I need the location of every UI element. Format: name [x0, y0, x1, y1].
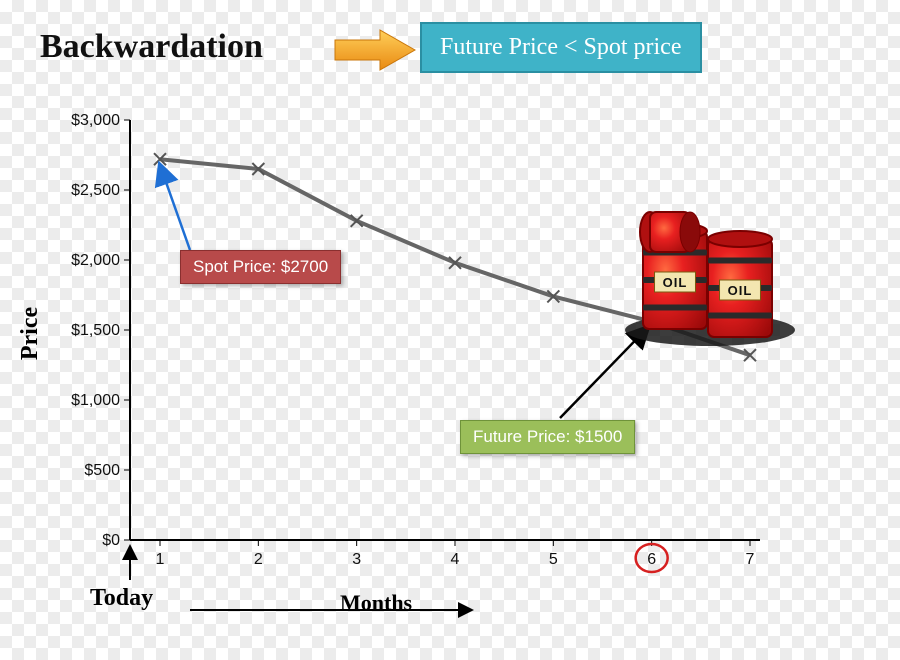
y-tick-label: $0 [102, 532, 120, 549]
oil-barrels-icon: OIL OIL [625, 212, 795, 346]
x-tick-label: 6 [647, 551, 656, 568]
backwardation-chart: $0 $500 $1,000 $1,500 $2,000 $2,500 $3,000 1 2 3 4… [60, 100, 800, 620]
y-tick-label: $2,000 [71, 252, 120, 269]
y-tick-label: $1,500 [71, 322, 120, 339]
spot-pointer-arrow [160, 165, 190, 250]
y-tick-label: $2,500 [71, 182, 120, 199]
header-arrow-icon [330, 26, 420, 74]
future-pointer-arrow [560, 328, 648, 418]
today-label: Today [90, 585, 153, 612]
x-tick-label: 7 [746, 551, 755, 568]
y-axis-label: Price [17, 307, 44, 360]
y-tick-label: $1,000 [71, 392, 120, 409]
x-tick-label: 4 [451, 551, 460, 568]
x-axis-label: Months [340, 590, 412, 616]
chart-canvas: $0 $500 $1,000 $1,500 $2,000 $2,500 $3,000 1 2 3 4… [60, 100, 800, 620]
y-tick-label: $3,000 [71, 112, 120, 129]
x-tick-label: 5 [549, 551, 558, 568]
svg-text:OIL: OIL [663, 275, 688, 290]
page-title: Backwardation [40, 28, 263, 66]
x-tick-label: 3 [352, 551, 361, 568]
x-tick-label: 1 [156, 551, 165, 568]
future-price-callout: Future Price: $1500 [460, 420, 635, 454]
svg-text:OIL: OIL [728, 283, 753, 298]
header-definition-box: Future Price < Spot price [420, 22, 702, 73]
x-tick-label: 2 [254, 551, 263, 568]
spot-price-callout: Spot Price: $2700 [180, 250, 341, 284]
y-tick-label: $500 [84, 462, 120, 479]
